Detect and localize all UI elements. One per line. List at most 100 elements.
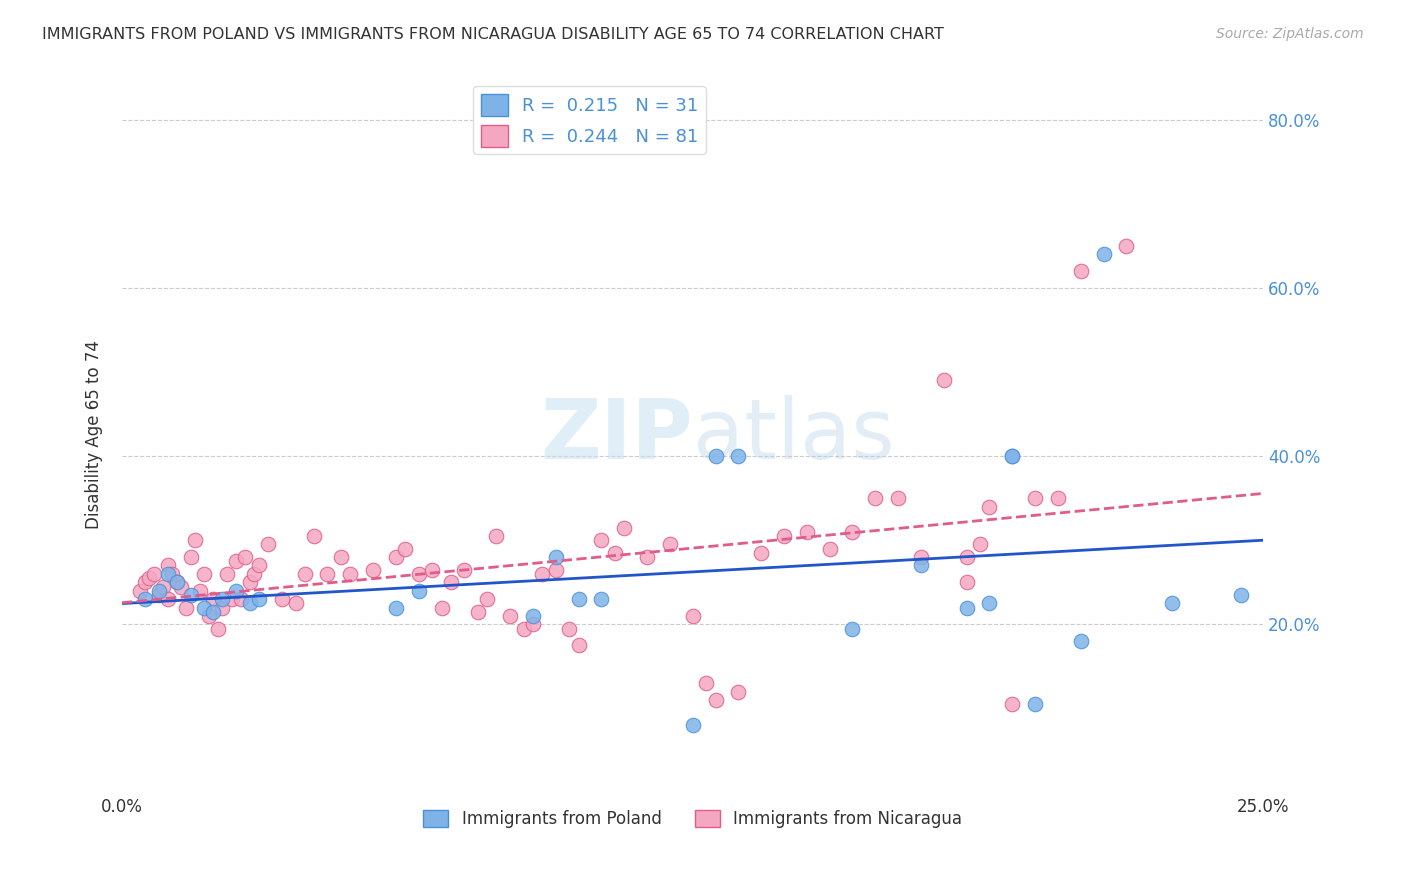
Legend: Immigrants from Poland, Immigrants from Nicaragua: Immigrants from Poland, Immigrants from … [416,803,969,834]
Point [567,592,589,607]
Point [184,533,207,548]
Text: IMMIGRANTS FROM POLAND VS IMMIGRANTS FROM NICARAGUA DISABILITY AGE 65 TO 74 CORR: IMMIGRANTS FROM POLAND VS IMMIGRANTS FRO… [42,27,943,42]
Point [134,592,156,607]
Text: atlas: atlas [693,394,894,475]
Point [1070,264,1092,278]
Point [865,491,887,505]
Point [180,588,202,602]
Point [544,550,567,565]
Text: Source: ZipAtlas.com: Source: ZipAtlas.com [1216,27,1364,41]
Point [796,524,818,539]
Point [1070,634,1092,648]
Point [257,537,280,551]
Point [156,558,179,573]
Point [477,592,499,607]
Point [1001,449,1024,463]
Point [152,580,174,594]
Point [749,546,772,560]
Point [887,491,910,505]
Point [233,550,256,565]
Point [969,537,991,551]
Point [166,575,188,590]
Point [658,537,681,551]
Point [225,554,247,568]
Point [394,541,416,556]
Point [247,592,270,607]
Point [955,600,977,615]
Point [453,563,475,577]
Point [202,605,225,619]
Point [211,592,233,607]
Point [166,575,188,590]
Point [156,592,179,607]
Point [522,609,544,624]
Point [339,566,361,581]
Point [385,550,408,565]
Point [818,541,841,556]
Point [513,622,536,636]
Point [134,575,156,590]
Point [162,566,184,581]
Point [330,550,353,565]
Point [193,600,215,615]
Point [910,550,932,565]
Point [1092,247,1115,261]
Point [727,449,749,463]
Point [1115,238,1137,252]
Point [430,600,453,615]
Point [1024,698,1046,712]
Point [316,566,339,581]
Point [302,529,325,543]
Point [385,600,408,615]
Point [129,583,152,598]
Point [704,693,727,707]
Point [1229,588,1251,602]
Point [180,550,202,565]
Point [522,617,544,632]
Point [215,566,238,581]
Point [148,583,170,598]
Point [1161,596,1184,610]
Point [408,583,430,598]
Point [138,571,160,585]
Point [270,592,292,607]
Point [1001,449,1024,463]
Point [1024,491,1046,505]
Y-axis label: Disability Age 65 to 74: Disability Age 65 to 74 [86,341,103,530]
Point [207,622,229,636]
Point [613,520,636,534]
Point [467,605,489,619]
Point [955,575,977,590]
Point [841,524,863,539]
Point [979,500,1001,514]
Point [558,622,581,636]
Point [979,596,1001,610]
Point [636,550,658,565]
Point [1046,491,1069,505]
Point [193,566,215,581]
Point [243,566,266,581]
Point [955,550,977,565]
Point [229,592,252,607]
Point [1001,698,1024,712]
Point [591,533,613,548]
Point [211,600,233,615]
Point [704,449,727,463]
Point [440,575,463,590]
Point [682,609,704,624]
Point [247,558,270,573]
Point [567,639,589,653]
Point [695,676,717,690]
Point [932,373,955,387]
Point [148,588,170,602]
Point [408,566,430,581]
Point [202,592,225,607]
Point [910,558,932,573]
Point [591,592,613,607]
Point [188,583,211,598]
Point [544,563,567,577]
Point [239,596,262,610]
Point [422,563,444,577]
Point [499,609,522,624]
Point [531,566,554,581]
